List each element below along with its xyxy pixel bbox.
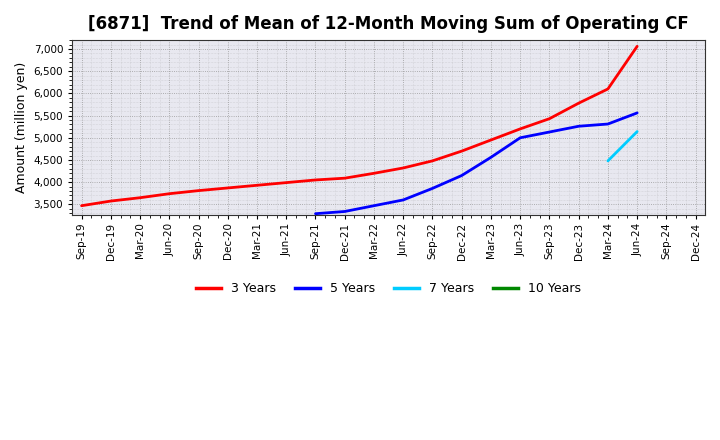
3 Years (136, 195, 145, 200)
Legend: 3 Years, 5 Years, 7 Years, 10 Years: 3 Years, 5 Years, 7 Years, 10 Years (192, 277, 586, 301)
Line: 5 Years: 5 Years (315, 113, 637, 214)
3 Years (165, 191, 174, 196)
3 Years (545, 116, 554, 121)
3 Years (107, 198, 115, 204)
3 Years (341, 176, 349, 181)
3 Years (633, 44, 642, 49)
5 Years (633, 110, 642, 116)
3 Years (369, 171, 378, 176)
3 Years (428, 158, 437, 164)
3 Years (194, 188, 203, 193)
5 Years (457, 173, 466, 178)
3 Years (311, 177, 320, 183)
3 Years (282, 180, 291, 185)
3 Years (516, 126, 524, 132)
Line: 7 Years: 7 Years (608, 132, 637, 161)
5 Years (516, 135, 524, 140)
3 Years (223, 185, 232, 191)
5 Years (399, 197, 408, 202)
5 Years (545, 129, 554, 135)
Line: 3 Years: 3 Years (81, 46, 637, 206)
5 Years (311, 211, 320, 216)
3 Years (603, 86, 612, 92)
3 Years (253, 183, 261, 188)
5 Years (341, 209, 349, 214)
3 Years (77, 203, 86, 209)
5 Years (369, 203, 378, 209)
3 Years (399, 165, 408, 171)
Title: [6871]  Trend of Mean of 12-Month Moving Sum of Operating CF: [6871] Trend of Mean of 12-Month Moving … (89, 15, 689, 33)
5 Years (487, 155, 495, 160)
3 Years (457, 148, 466, 154)
7 Years (603, 158, 612, 164)
5 Years (575, 124, 583, 129)
7 Years (633, 129, 642, 134)
5 Years (428, 186, 437, 191)
3 Years (575, 100, 583, 106)
5 Years (603, 121, 612, 127)
Y-axis label: Amount (million yen): Amount (million yen) (15, 62, 28, 194)
3 Years (487, 137, 495, 143)
